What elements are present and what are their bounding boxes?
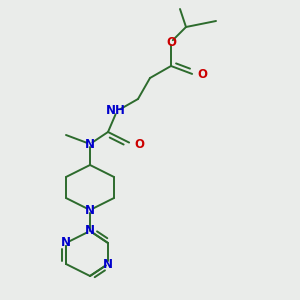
Text: O: O <box>134 137 145 151</box>
Text: O: O <box>197 68 208 82</box>
Text: N: N <box>85 137 95 151</box>
Text: N: N <box>61 236 71 250</box>
Text: N: N <box>85 224 95 238</box>
Text: N: N <box>103 257 113 271</box>
Text: O: O <box>166 35 176 49</box>
Text: N: N <box>85 203 95 217</box>
Text: NH: NH <box>106 104 125 118</box>
